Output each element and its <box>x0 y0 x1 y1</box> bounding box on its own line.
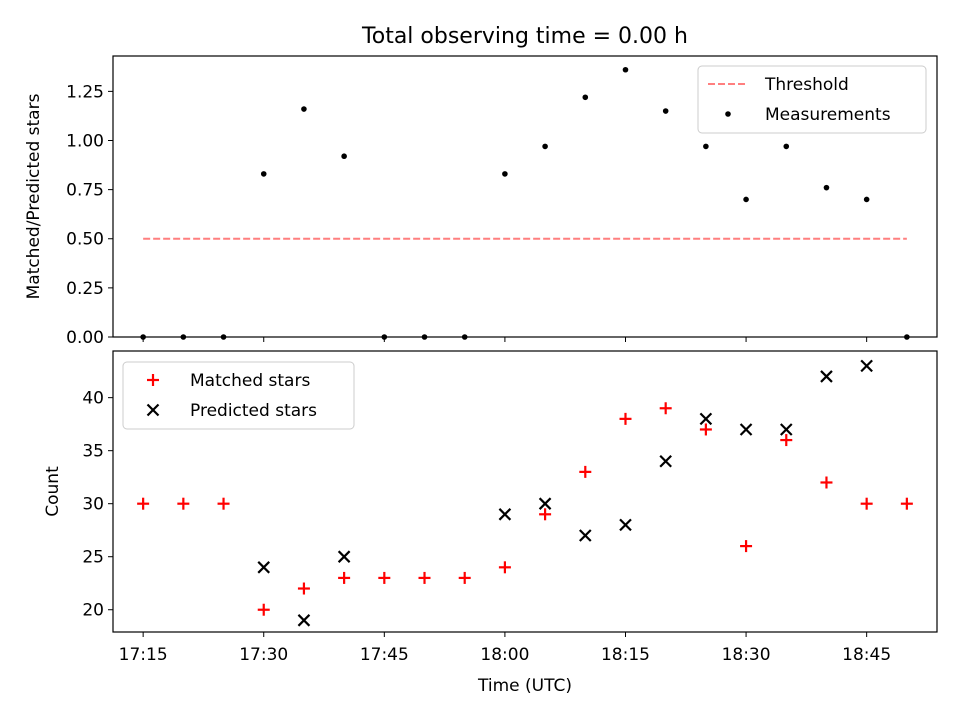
predicted-star-point <box>860 359 873 373</box>
measurement-point <box>301 106 307 112</box>
x-tick-label: 17:45 <box>360 645 409 665</box>
predicted-star-point <box>579 529 592 542</box>
y-tick-label: 1.25 <box>66 82 104 102</box>
matched-star-point <box>900 497 913 510</box>
axes-frame <box>112 55 938 338</box>
legend: Threshold Measurements <box>697 65 927 134</box>
predicted-star-point <box>257 561 271 574</box>
predicted-star-point <box>297 614 311 627</box>
matched-star-point <box>539 508 552 521</box>
matched-star-point <box>257 603 270 616</box>
predicted-star-point <box>619 518 632 532</box>
matched-star-point <box>820 476 833 489</box>
matched-star-point <box>297 582 310 595</box>
ratio-panel: 0.00 0.25 0.50 0.75 1.00 1.25 Matched/Predicte… <box>24 55 938 348</box>
x-tick-label: 18:45 <box>842 645 891 665</box>
y-tick-label: 0.50 <box>66 230 104 250</box>
measurement-point <box>260 171 267 177</box>
matched-star-point <box>699 423 712 436</box>
legend-label-measurements: Measurements <box>765 105 891 125</box>
y-tick-label: 0.25 <box>66 279 104 299</box>
y-tick-label: 25 <box>82 548 104 568</box>
matched-star-point <box>177 497 190 510</box>
chart-title: Total observing time = 0.00 h <box>361 24 688 49</box>
matched-star-point <box>217 497 230 510</box>
x-tick-label: 17:15 <box>119 645 168 665</box>
matched-star-point <box>619 412 632 425</box>
predicted-star-point <box>659 455 672 468</box>
measurement-point <box>622 66 629 73</box>
measurement-point <box>341 153 347 160</box>
matched-star-point <box>780 434 793 447</box>
matched-star-point <box>740 540 753 553</box>
legend-predicted-swatch <box>146 403 160 417</box>
legend-label-threshold: Threshold <box>764 75 849 95</box>
predicted-star-point <box>498 508 512 521</box>
matched-star-point <box>498 561 511 574</box>
predicted-star-point <box>699 412 713 426</box>
y-tick-label: 20 <box>82 601 104 621</box>
x-tick-label: 18:30 <box>722 645 771 665</box>
measurement-point <box>703 143 709 150</box>
measurement-point <box>823 184 830 191</box>
predicted-star-point <box>779 423 793 436</box>
matched-star-point <box>338 571 351 584</box>
legend-label-matched: Matched stars <box>190 371 310 391</box>
measurement-point <box>542 143 548 150</box>
y-tick-label: 40 <box>82 389 104 409</box>
matched-star-point <box>579 465 592 478</box>
measurement-point <box>502 171 508 177</box>
matched-star-point <box>458 571 471 584</box>
y-tick-label: 30 <box>82 495 104 515</box>
y-tick-label: 0.75 <box>66 181 104 201</box>
legend-measurements-swatch <box>725 111 731 117</box>
measurement-point <box>582 94 589 101</box>
matched-star-point <box>137 497 150 510</box>
y-axis-label: Count <box>43 466 63 517</box>
matched-star-point <box>378 571 391 584</box>
x-tick-label: 17:30 <box>239 645 288 665</box>
measurement-point <box>863 196 870 203</box>
measurement-point <box>662 108 669 114</box>
axes-frame <box>112 350 938 633</box>
x-tick-label: 18:15 <box>601 645 650 665</box>
matched-star-point <box>418 571 431 584</box>
y-tick-label: 35 <box>82 442 104 462</box>
x-axis-label: Time (UTC) <box>477 676 572 696</box>
measurement-point <box>743 196 749 203</box>
legend: Matched stars Predicted stars <box>122 361 355 430</box>
matched-star-point <box>659 402 672 415</box>
count-panel: 20 25 30 35 40 17:15 17:30 17:45 18:00 18:15 18:30… <box>43 350 938 665</box>
predicted-star-point <box>337 550 351 563</box>
y-tick-label: 0.00 <box>66 328 104 348</box>
predicted-star-point <box>739 423 753 436</box>
matched-star-point <box>860 497 873 510</box>
legend-label-predicted: Predicted stars <box>190 401 317 421</box>
predicted-star-point <box>820 370 833 383</box>
measurement-point <box>783 143 790 150</box>
y-axis-label: Matched/Predicted stars <box>24 93 44 299</box>
y-tick-label: 1.00 <box>66 131 104 151</box>
predicted-star-point <box>538 497 552 510</box>
x-tick-label: 18:00 <box>480 645 529 665</box>
